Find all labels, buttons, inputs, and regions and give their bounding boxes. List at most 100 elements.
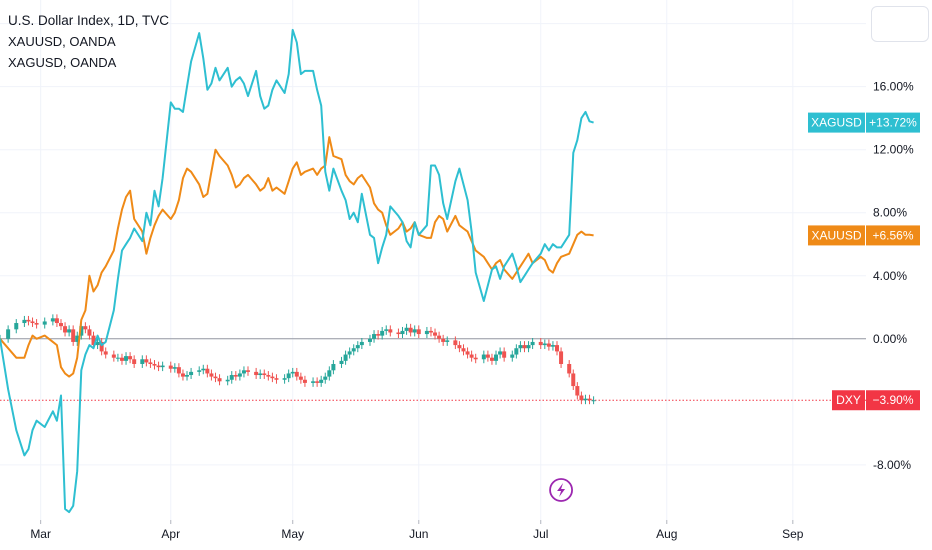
dxy-candle	[217, 374, 222, 386]
xagusd-badge: XAGUSD +13.72%	[808, 112, 920, 133]
dxy-candle	[30, 317, 35, 327]
dxy-candle	[58, 319, 63, 331]
candle-body	[384, 329, 389, 331]
candle-body	[530, 341, 535, 346]
candle-body	[160, 365, 165, 368]
candle-body	[140, 359, 145, 364]
candle-body	[367, 338, 372, 342]
dxy-candle	[583, 394, 588, 405]
candle-body	[6, 329, 11, 339]
dxy-badge-value: −3.90%	[872, 393, 913, 407]
candle-body	[571, 373, 576, 387]
dxy-candle	[262, 369, 267, 379]
candle-body	[185, 375, 190, 377]
candle-body	[311, 381, 316, 383]
candle-body	[282, 378, 287, 380]
dxy-candle	[400, 326, 405, 338]
dxy-candle	[233, 371, 238, 381]
candle-body	[445, 340, 450, 342]
candle-body	[83, 326, 88, 330]
lightning-icon[interactable]	[549, 478, 573, 502]
dxy-candle	[498, 347, 503, 359]
dxy-candle	[311, 377, 316, 387]
grid-lines	[0, 0, 866, 520]
x-tick-label: Mar	[30, 527, 51, 541]
candle-body	[469, 354, 474, 358]
dxy-candle	[384, 325, 389, 335]
legend-xauusd[interactable]: XAUUSD, OANDA	[8, 34, 116, 49]
dxy-candle	[180, 369, 185, 381]
dxy-candle	[132, 355, 137, 368]
candle-body	[315, 381, 320, 383]
dxy-candle	[119, 353, 124, 365]
dxy-candle	[274, 374, 279, 384]
dxy-candle	[571, 369, 576, 390]
dxy-candle	[22, 315, 27, 327]
candle-body	[217, 378, 222, 382]
dxy-candle	[185, 371, 190, 381]
candle-body	[550, 345, 555, 347]
dxy-candle	[538, 338, 543, 350]
dxy-candle	[71, 325, 76, 346]
candle-body	[14, 323, 19, 330]
y-tick-label: 4.00%	[873, 269, 907, 283]
dxy-candle	[575, 382, 580, 400]
dxy-candle	[282, 374, 287, 384]
lightning-bolt	[557, 483, 566, 497]
dxy-candle	[254, 367, 259, 379]
dxy-candle	[63, 322, 68, 337]
xagusd-badge-value-bg	[866, 112, 920, 133]
candle-body	[400, 330, 405, 335]
candle-body	[124, 356, 129, 361]
dxy-candle	[441, 334, 446, 346]
dxy-candle	[14, 319, 19, 334]
dxy-candle	[587, 394, 592, 405]
dxy-candle	[286, 369, 291, 383]
candle-body	[26, 319, 31, 322]
event-marker[interactable]	[549, 478, 573, 502]
candle-body	[498, 351, 503, 355]
candle-body	[522, 345, 527, 349]
dxy-candle	[559, 347, 564, 368]
top-right-widget[interactable]	[871, 6, 929, 42]
dxy-candle	[555, 341, 560, 356]
dxy-candle	[201, 364, 206, 375]
candle-body	[180, 373, 185, 377]
candle-body	[274, 378, 279, 380]
candle-body	[91, 335, 96, 346]
candle-body	[144, 359, 149, 363]
candle-body	[587, 398, 592, 401]
dxy-candle	[95, 338, 100, 350]
x-axis[interactable]: Mar Apr May Jun Jul Aug Sep	[30, 520, 804, 541]
dxy-candle	[197, 366, 202, 376]
dxy-candle	[75, 331, 80, 346]
candle-body	[189, 371, 194, 376]
dxy-badge-name-bg	[832, 390, 865, 411]
dxy-candle	[315, 377, 320, 387]
candle-body	[567, 364, 572, 374]
candle-body	[481, 354, 486, 360]
legend-title[interactable]: U.S. Dollar Index, 1D, TVC	[8, 13, 170, 28]
candle-body	[119, 357, 124, 361]
candle-body	[327, 370, 332, 377]
candle-body	[412, 329, 417, 333]
candle-body	[30, 321, 35, 324]
x-tick-label: Aug	[656, 527, 677, 541]
candle-body	[58, 323, 63, 327]
candle-body	[416, 329, 421, 335]
dxy-candle	[412, 325, 417, 337]
dxy-candle	[453, 336, 458, 350]
candle-body	[339, 360, 344, 364]
candle-body	[489, 357, 494, 361]
dxy-candle	[294, 367, 299, 381]
dxy-candle	[34, 319, 39, 329]
candle-body	[258, 373, 263, 376]
candle-body	[404, 327, 409, 331]
dxy-candle	[225, 375, 230, 386]
candle-body	[132, 359, 137, 364]
legend-xagusd[interactable]: XAGUSD, OANDA	[8, 55, 117, 70]
candle-body	[241, 370, 246, 374]
dxy-candle	[246, 366, 251, 376]
dxy-candle	[457, 341, 462, 353]
